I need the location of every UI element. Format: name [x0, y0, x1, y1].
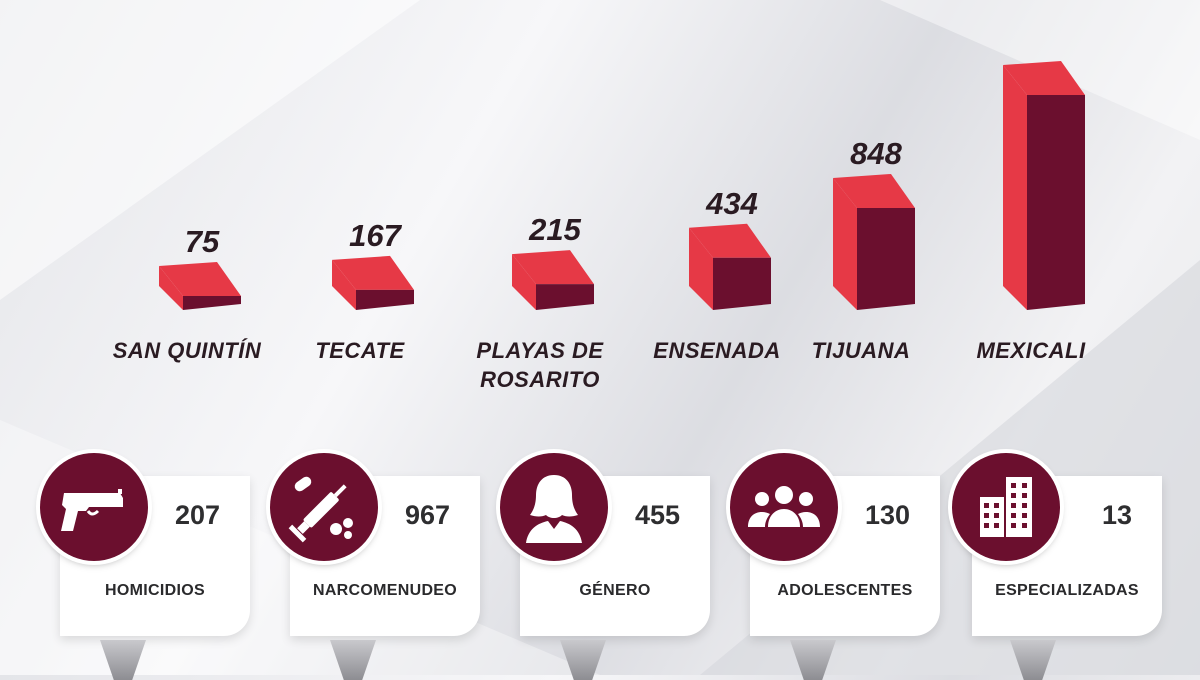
bar-4 — [689, 223, 771, 310]
bar-5 — [833, 173, 915, 310]
stat-label: ADOLESCENTES — [777, 582, 913, 599]
category-label: ROSARITO — [480, 367, 600, 392]
category-label: PLAYAS DE — [476, 338, 604, 363]
bar-front-face — [536, 284, 594, 310]
stat-count: 207 — [174, 500, 220, 530]
bar-side-face — [512, 254, 536, 310]
group-icon — [730, 453, 838, 561]
bar-side-face — [159, 266, 183, 310]
syringe-pills-icon — [270, 453, 378, 561]
stat-label: HOMICIDIOS — [105, 582, 205, 599]
bar-top-face — [159, 262, 241, 296]
bar-side-face — [1003, 65, 1027, 310]
category-label: TIJUANA — [812, 338, 911, 363]
category-label: TECATE — [315, 338, 405, 363]
bar-value-label: 167 — [349, 218, 402, 253]
category-label: ENSENADA — [653, 338, 780, 363]
bar-side-face — [833, 177, 857, 310]
bar-side-face — [689, 227, 713, 310]
bar-top-face — [833, 173, 915, 208]
bar-front-face — [356, 289, 414, 310]
bar-value-label: 848 — [850, 136, 902, 171]
category-label: MEXICALI — [976, 338, 1086, 363]
bar-value-label: 75 — [185, 224, 220, 259]
stat-count: 455 — [634, 500, 680, 530]
category-label: SAN QUINTÍN — [113, 338, 262, 363]
bar-front-face — [1027, 95, 1085, 310]
bar-front-face — [713, 257, 771, 310]
bar-2 — [332, 255, 414, 310]
stat-count: 13 — [1101, 500, 1132, 530]
woman-icon — [500, 453, 608, 561]
bar-side-face — [332, 259, 356, 310]
bar-top-face — [1003, 61, 1085, 95]
pistol-icon — [40, 453, 148, 561]
stat-label: NARCOMENUDEO — [312, 582, 458, 599]
stat-label: ESPECIALIZADAS — [995, 582, 1139, 599]
stat-count: 967 — [404, 500, 450, 530]
bar-value-label: 434 — [705, 186, 758, 221]
buildings-icon — [952, 453, 1060, 561]
stat-label: GÉNERO — [579, 582, 651, 599]
bar-3 — [512, 250, 594, 310]
stat-count: 130 — [864, 500, 910, 530]
bar-top-face — [512, 250, 594, 285]
bar-6 — [1003, 61, 1085, 310]
bar-top-face — [332, 255, 414, 290]
bar-1 — [159, 262, 241, 310]
bar-front-face — [183, 296, 241, 310]
bar-front-face — [857, 207, 915, 310]
bar-value-label: 215 — [528, 212, 581, 247]
bar-top-face — [689, 223, 771, 258]
